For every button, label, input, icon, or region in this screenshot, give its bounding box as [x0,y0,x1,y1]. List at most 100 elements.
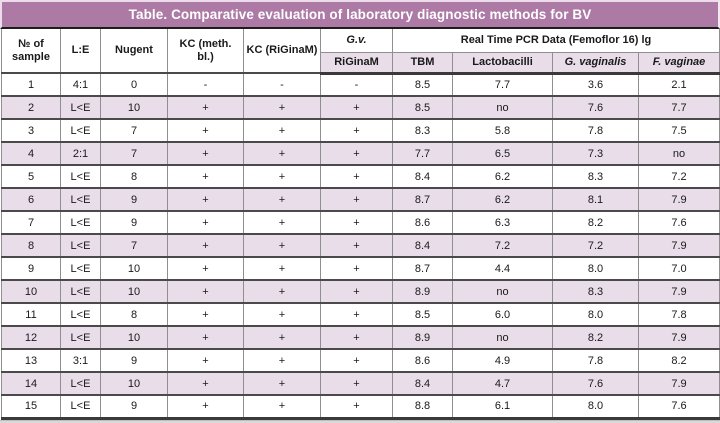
table-cell: 9 [100,348,168,372]
table-cell: 8.4 [392,233,453,257]
table-cell: 6.2 [452,187,553,211]
table-cell: 10 [100,95,168,119]
table-cell: 13 [1,348,61,372]
table-cell: 10 [100,279,168,303]
table-cell: 6.2 [452,164,553,188]
table-cell: + [243,118,321,142]
table-cell: 14 [1,371,61,395]
table-cell: 8.5 [392,72,453,96]
col-subheader-riginam: RiGinaM [320,52,393,75]
table-cell: 8 [1,233,61,257]
table-cell: + [167,210,244,234]
table-cell: L<E [60,302,101,326]
table-cell: 7 [100,141,168,165]
table-cell: 9 [100,394,168,420]
table-cell: + [243,302,321,326]
table-cell: 7.0 [637,256,720,280]
table-cell: 8.9 [392,279,453,303]
table-cell: 4 [1,141,61,165]
table-cell: + [320,164,393,188]
header-row-sub: RiGinaM TBM Lactobacilli G. vaginalis F.… [2,52,720,75]
table-cell: 7.6 [552,371,639,395]
table-cell: 8.4 [392,371,453,395]
table-cell: 8.0 [552,302,639,326]
table-cell: + [167,279,244,303]
table-cell: + [243,95,321,119]
table-cell: 7.6 [552,95,639,119]
table-cell: + [167,394,244,420]
table-cell: 2 [1,95,61,119]
table-cell: + [167,233,244,257]
table-cell: + [320,256,393,280]
table-cell: 6.3 [452,210,553,234]
table-cell: + [243,164,321,188]
table-row: 5 L<E 8 + + +8.4 6.2 8.3 7.2 [1,164,720,188]
table-cell: + [243,256,321,280]
table-row: 13 3:1 9 + + +8.6 4.9 7.8 8.2 [1,348,720,372]
table-cell: 1 [1,72,61,96]
table-cell: + [243,279,321,303]
table-cell: 0 [100,72,168,96]
table-cell: + [167,256,244,280]
table-cell: 7.3 [552,141,639,165]
col-header-nugent: Nugent [100,29,168,74]
table-cell: 8.7 [392,187,453,211]
table-cell: L<E [60,210,101,234]
table-cell: 7.9 [637,371,720,395]
table-cell: + [243,325,321,349]
table-cell: L<E [60,187,101,211]
table-cell: 10 [100,256,168,280]
table-cell: 8.5 [392,95,453,119]
table-cell: + [243,210,321,234]
table-cell: + [320,118,393,142]
table-cell: + [320,325,393,349]
table-cell: 6.5 [452,141,553,165]
table-cell: 3 [1,118,61,142]
table-cell: 8.2 [552,210,639,234]
table-row: 10 L<E 10 + + +8.9 no 8.3 7.9 [1,279,720,303]
table-cell: + [320,302,393,326]
table-cell: no [452,325,553,349]
table-cell: 7.9 [637,233,720,257]
table-cell: 7.9 [637,279,720,303]
table-cell: 8.7 [392,256,453,280]
table-cell: L<E [60,233,101,257]
table-cell: 4.9 [452,348,553,372]
table-cell: 9 [1,256,61,280]
table-cell: 8 [100,302,168,326]
table-cell: 7.8 [552,348,639,372]
table-cell: 7.2 [552,233,639,257]
table-cell: + [320,371,393,395]
table-cell: 4:1 [60,72,101,96]
table-cell: + [320,279,393,303]
table-cell: L<E [60,279,101,303]
table-cell: 2.1 [637,72,720,96]
col-subheader-lactobacilli: Lactobacilli [452,52,553,75]
table-cell: 6.1 [452,394,553,420]
table-cell: - [243,72,321,96]
table-cell: 8.6 [392,348,453,372]
table-cell: L<E [60,371,101,395]
table-cell: + [243,394,321,420]
table-row: 15 L<E 9 + + +8.8 6.1 8.0 7.6 [1,394,720,420]
table-cell: 8.0 [552,256,639,280]
table-cell: L<E [60,325,101,349]
table-cell: 6.0 [452,302,553,326]
table-cell: 7.7 [452,72,553,96]
table-cell: + [320,141,393,165]
table-cell: 8.2 [637,348,720,372]
table-cell: + [167,141,244,165]
table-cell: L<E [60,164,101,188]
table-cell: L<E [60,118,101,142]
table-cell: + [167,118,244,142]
table-cell: 7 [100,233,168,257]
table-cell: 10 [100,325,168,349]
table-cell: 6 [1,187,61,211]
table-cell: + [320,187,393,211]
table-row: 12 L<E 10 + + +8.9 no 8.2 7.9 [1,325,720,349]
table-cell: + [243,348,321,372]
table-cell: 8.3 [552,279,639,303]
table-row: 7 L<E 9 + + +8.6 6.3 8.2 7.6 [1,210,720,234]
col-header-sample-number: № of sample [1,29,61,74]
col-header-kc-riginam: KC (RiGinaM) [243,29,321,74]
